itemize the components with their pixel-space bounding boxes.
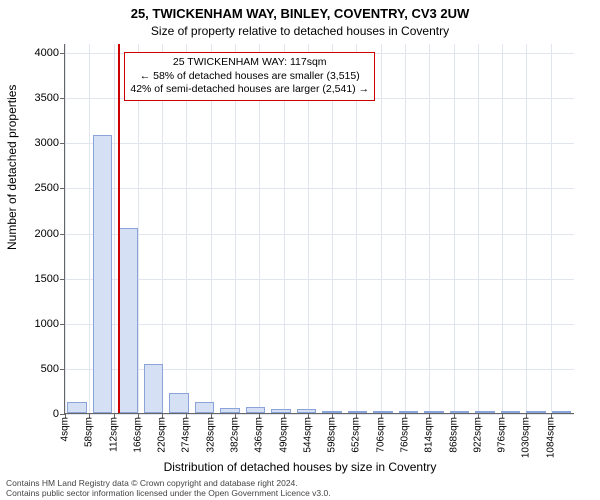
x-tick-label: 490sqm bbox=[278, 413, 289, 453]
y-tick-label: 3000 bbox=[35, 137, 65, 149]
gridline-v bbox=[405, 44, 406, 413]
gridline-h bbox=[65, 369, 574, 370]
gridline-h bbox=[65, 279, 574, 280]
histogram-bar bbox=[271, 409, 290, 413]
gridline-v bbox=[114, 44, 115, 413]
y-tick-label: 3500 bbox=[35, 92, 65, 104]
x-tick-label: 868sqm bbox=[448, 413, 459, 453]
y-tick-label: 1500 bbox=[35, 273, 65, 285]
gridline-h bbox=[65, 188, 574, 189]
histogram-bar bbox=[297, 409, 316, 413]
footer-line-2: Contains public sector information licen… bbox=[6, 488, 331, 498]
histogram-bar bbox=[93, 135, 112, 413]
chart-title: 25, TWICKENHAM WAY, BINLEY, COVENTRY, CV… bbox=[0, 6, 600, 21]
histogram-bar bbox=[169, 393, 188, 413]
x-tick-label: 328sqm bbox=[205, 413, 216, 453]
x-tick-label: 1084sqm bbox=[545, 413, 556, 458]
x-tick-label: 760sqm bbox=[400, 413, 411, 453]
histogram-bar bbox=[526, 411, 545, 413]
histogram-bar bbox=[552, 411, 571, 413]
gridline-v bbox=[65, 44, 66, 413]
x-tick-label: 814sqm bbox=[424, 413, 435, 453]
x-tick-label: 544sqm bbox=[302, 413, 313, 453]
annotation-line-2: ← 58% of detached houses are smaller (3,… bbox=[130, 70, 369, 84]
histogram-bar bbox=[195, 402, 214, 413]
y-tick-label: 4000 bbox=[35, 47, 65, 59]
gridline-h bbox=[65, 143, 574, 144]
y-tick-label: 500 bbox=[41, 363, 65, 375]
gridline-v bbox=[454, 44, 455, 413]
histogram-bar bbox=[118, 228, 137, 413]
y-tick-label: 1000 bbox=[35, 318, 65, 330]
annotation-line-3: 42% of semi-detached houses are larger (… bbox=[130, 83, 369, 97]
x-tick-label: 976sqm bbox=[497, 413, 508, 453]
chart-subtitle: Size of property relative to detached ho… bbox=[0, 24, 600, 38]
x-tick-label: 220sqm bbox=[157, 413, 168, 453]
histogram-bar bbox=[348, 411, 367, 413]
gridline-h bbox=[65, 324, 574, 325]
gridline-h bbox=[65, 234, 574, 235]
y-tick-label: 2500 bbox=[35, 182, 65, 194]
gridline-v bbox=[89, 44, 90, 413]
property-marker-line bbox=[118, 44, 120, 413]
x-tick-label: 382sqm bbox=[230, 413, 241, 453]
chart-area: 050010001500200025003000350040004sqm58sq… bbox=[64, 44, 574, 414]
x-tick-label: 598sqm bbox=[327, 413, 338, 453]
gridline-v bbox=[526, 44, 527, 413]
histogram-bar bbox=[144, 364, 163, 413]
footer-line-1: Contains HM Land Registry data © Crown c… bbox=[6, 478, 331, 488]
footer-attribution: Contains HM Land Registry data © Crown c… bbox=[6, 478, 331, 498]
gridline-v bbox=[551, 44, 552, 413]
histogram-bar bbox=[322, 411, 341, 413]
y-axis-label: Number of detached properties bbox=[5, 85, 19, 250]
histogram-bar bbox=[450, 411, 469, 413]
x-tick-label: 652sqm bbox=[351, 413, 362, 453]
histogram-bar bbox=[220, 408, 239, 413]
x-tick-label: 112sqm bbox=[108, 413, 119, 452]
x-tick-label: 706sqm bbox=[375, 413, 386, 453]
gridline-v bbox=[429, 44, 430, 413]
x-tick-label: 58sqm bbox=[84, 413, 95, 447]
histogram-bar bbox=[67, 402, 86, 413]
x-axis-label: Distribution of detached houses by size … bbox=[0, 460, 600, 474]
histogram-bar bbox=[501, 411, 520, 413]
x-tick-label: 1030sqm bbox=[521, 413, 532, 458]
histogram-bar bbox=[475, 411, 494, 413]
x-tick-label: 4sqm bbox=[60, 413, 71, 441]
x-tick-label: 436sqm bbox=[254, 413, 265, 453]
histogram-bar bbox=[399, 411, 418, 413]
histogram-bar bbox=[246, 407, 265, 413]
gridline-v bbox=[502, 44, 503, 413]
x-tick-label: 166sqm bbox=[132, 413, 143, 453]
y-tick-label: 2000 bbox=[35, 228, 65, 240]
annotation-line-1: 25 TWICKENHAM WAY: 117sqm bbox=[130, 56, 369, 70]
x-tick-label: 922sqm bbox=[472, 413, 483, 453]
histogram-bar bbox=[373, 411, 392, 413]
x-tick-label: 274sqm bbox=[181, 413, 192, 453]
annotation-box: 25 TWICKENHAM WAY: 117sqm← 58% of detach… bbox=[124, 52, 375, 101]
gridline-v bbox=[478, 44, 479, 413]
gridline-v bbox=[381, 44, 382, 413]
histogram-bar bbox=[424, 411, 443, 413]
